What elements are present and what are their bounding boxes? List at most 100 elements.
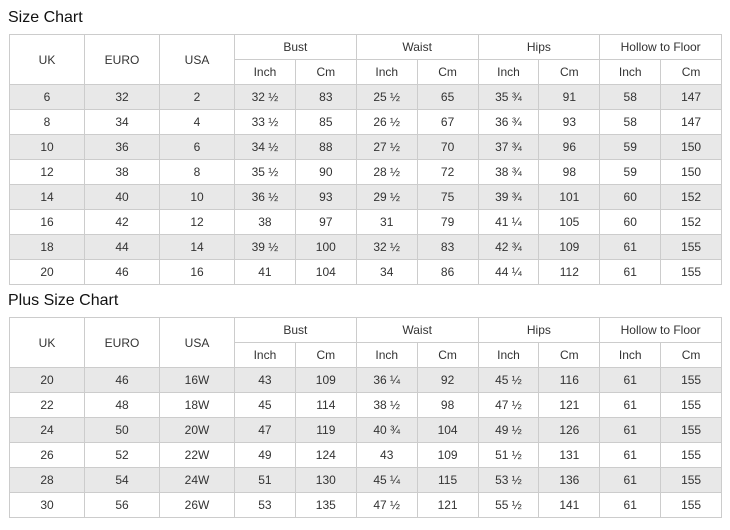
cell: 121 [538,392,601,418]
cell: 18 [9,234,85,260]
cell: 147 [660,109,723,135]
cell: 8 [9,109,85,135]
table-body: UK EURO USA Bust Waist Hips Hollow to Floor Inc… [9,34,723,285]
data-row: 18 44 14 39 ½ 100 32 ½ 83 42 ¾ 109 61 155 [9,234,723,260]
cell: 126 [538,417,601,443]
column-header: UK [9,34,85,85]
cell: 51 [234,467,296,493]
cell: 36 ¼ [355,367,418,393]
cell: 58 [599,84,662,110]
cell: 39 ¾ [477,184,540,210]
subheader-row: Inch Cm Inch Cm Inch Cm Inch Cm [10,342,723,368]
cell: 16W [159,367,235,393]
cell: 54 [84,467,160,493]
cell: 44 [84,234,160,260]
group-header: Hollow to Floor [599,34,723,60]
column-header: USA [159,317,235,368]
data-row: 14 40 10 36 ½ 93 29 ½ 75 39 ¾ 101 60 152 [9,184,723,210]
subcolumn-header: Inch [477,59,540,85]
cell: 109 [538,234,601,260]
subcolumn-header: Inch [599,342,662,368]
cell: 61 [599,442,662,468]
cell: 48 [84,392,160,418]
cell: 119 [294,417,357,443]
cell: 42 [84,209,160,235]
cell: 59 [599,134,662,160]
data-row: 30 56 26W 53 135 47 ½ 121 55 ½ 141 61 155 [9,492,723,518]
cell: 20 [9,259,85,285]
header-row: UK EURO USA Bust Waist Hips Hollow to Floor [9,34,723,85]
cell: 12 [9,159,85,185]
subcolumn-header: Cm [294,342,357,368]
cell: 112 [538,259,601,285]
cell: 72 [416,159,479,185]
cell: 98 [538,159,601,185]
cell: 61 [599,467,662,493]
cell: 55 ½ [477,492,540,518]
cell: 60 [599,184,662,210]
data-row: 16 42 12 38 97 31 79 41 ¼ 105 60 152 [9,209,723,235]
cell: 45 [234,392,296,418]
cell: 26 ½ [355,109,418,135]
cell: 52 [84,442,160,468]
header-row: UK EURO USA Bust Waist Hips Hollow to Floor [9,317,723,368]
cell: 114 [294,392,357,418]
cell: 51 ½ [477,442,540,468]
data-row: 24 50 20W 47 119 40 ¾ 104 49 ½ 126 61 155 [9,417,723,443]
cell: 34 ½ [234,134,296,160]
cell: 61 [599,392,662,418]
cell: 18W [159,392,235,418]
cell: 6 [159,134,235,160]
subcolumn-header: Inch [234,342,296,368]
cell: 29 ½ [355,184,418,210]
cell: 2 [159,84,235,110]
cell: 92 [416,367,479,393]
cell: 47 ½ [477,392,540,418]
cell: 141 [538,492,601,518]
group-header: Bust [234,317,357,343]
cell: 152 [660,209,723,235]
cell: 98 [416,392,479,418]
cell: 115 [416,467,479,493]
subheader-row: Inch Cm Inch Cm Inch Cm Inch Cm [10,59,723,85]
cell: 65 [416,84,479,110]
cell: 25 ½ [355,84,418,110]
cell: 46 [84,259,160,285]
cell: 88 [294,134,357,160]
cell: 42 ¾ [477,234,540,260]
cell: 47 [234,417,296,443]
cell: 70 [416,134,479,160]
cell: 61 [599,417,662,443]
cell: 12 [159,209,235,235]
cell: 104 [416,417,479,443]
cell: 31 [355,209,418,235]
cell: 116 [538,367,601,393]
table-body: UK EURO USA Bust Waist Hips Hollow to Floor Inc… [9,317,723,518]
cell: 10 [159,184,235,210]
cell: 38 ¾ [477,159,540,185]
cell: 124 [294,442,357,468]
cell: 61 [599,259,662,285]
subcolumn-header: Cm [660,59,723,85]
cell: 38 ½ [355,392,418,418]
cell: 85 [294,109,357,135]
subcolumn-header: Inch [234,59,296,85]
cell: 32 ½ [234,84,296,110]
cell: 45 ¼ [355,467,418,493]
cell: 10 [9,134,85,160]
cell: 61 [599,492,662,518]
size-table: UK EURO USA Bust Waist Hips Hollow to Floor Inc… [9,34,723,285]
cell: 93 [294,184,357,210]
cell: 14 [9,184,85,210]
subcolumn-header: Inch [355,342,418,368]
cell: 59 [599,159,662,185]
cell: 20 [9,367,85,393]
cell: 38 [84,159,160,185]
subcolumn-header: Inch [477,342,540,368]
cell: 155 [660,442,723,468]
cell: 36 ½ [234,184,296,210]
cell: 79 [416,209,479,235]
cell: 47 ½ [355,492,418,518]
cell: 75 [416,184,479,210]
cell: 26W [159,492,235,518]
